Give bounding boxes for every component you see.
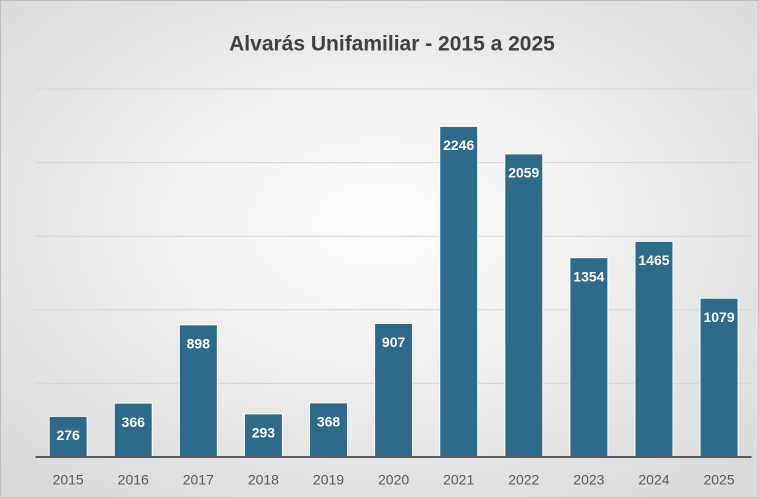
x-tick-label: 2021 xyxy=(443,472,474,488)
value-label: 2246 xyxy=(443,137,474,153)
bar xyxy=(699,297,739,458)
bar xyxy=(634,240,674,458)
x-tick-label: 2025 xyxy=(703,472,734,488)
x-tick-label: 2017 xyxy=(183,472,214,488)
x-tick-label: 2020 xyxy=(378,472,409,488)
bar xyxy=(113,402,153,458)
value-label: 1079 xyxy=(703,309,734,325)
x-tick-label: 2019 xyxy=(313,472,344,488)
bar xyxy=(48,415,88,458)
value-label: 366 xyxy=(122,414,146,430)
bar xyxy=(569,257,609,458)
value-label: 368 xyxy=(317,414,341,430)
x-tick-label: 2022 xyxy=(508,472,539,488)
value-label: 907 xyxy=(382,334,406,350)
bar xyxy=(374,322,414,458)
value-label: 1354 xyxy=(573,268,604,284)
x-tick-label: 2024 xyxy=(638,472,669,488)
x-tick-label: 2016 xyxy=(118,472,149,488)
bar xyxy=(504,153,544,458)
bar xyxy=(309,402,349,458)
x-tick-label: 2018 xyxy=(248,472,279,488)
value-label: 293 xyxy=(252,425,276,441)
chart-title: Alvarás Unifamiliar - 2015 a 2025 xyxy=(229,33,555,56)
value-label: 276 xyxy=(56,427,80,443)
bar xyxy=(439,125,479,458)
value-label: 1465 xyxy=(638,252,669,268)
value-label: 898 xyxy=(187,336,211,352)
bar xyxy=(178,324,218,458)
x-tick-label: 2015 xyxy=(53,472,84,488)
x-tick-label: 2023 xyxy=(573,472,604,488)
value-label: 2059 xyxy=(508,165,539,181)
